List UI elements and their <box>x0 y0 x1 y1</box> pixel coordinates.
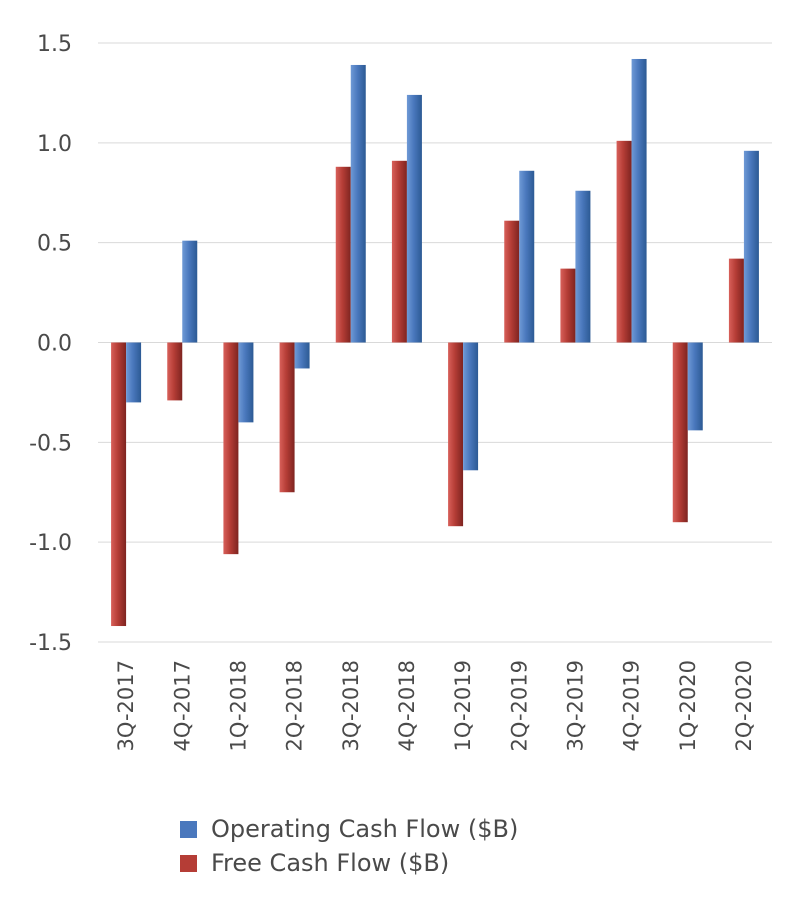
free-cash-flow-bar <box>728 258 744 343</box>
bars <box>111 58 759 627</box>
free-cash-flow-bar <box>448 342 464 527</box>
y-tick-label: -1.0 <box>29 531 72 556</box>
operating-cash-flow-bar <box>575 190 591 343</box>
y-tick-label: 1.0 <box>37 132 72 157</box>
x-axis-labels: 3Q-2017 4Q-2017 1Q-2018 2Q-2018 3Q-2018 4Q-20… <box>114 660 756 752</box>
operating-cash-flow-bar <box>519 170 535 343</box>
x-tick-label: 1Q-2019 <box>451 660 475 752</box>
free-cash-flow-bar <box>504 220 520 343</box>
free-cash-flow-bar <box>391 160 407 343</box>
x-tick-label: 4Q-2018 <box>395 660 419 752</box>
free-cash-flow-bar <box>335 166 351 343</box>
x-tick-label: 3Q-2017 <box>114 660 138 752</box>
y-tick-label: -1.5 <box>29 631 72 656</box>
legend-swatch-free <box>180 854 197 872</box>
free-cash-flow-bar <box>167 342 183 401</box>
operating-cash-flow-bar <box>687 342 703 431</box>
operating-cash-flow-bar <box>743 150 759 343</box>
free-cash-flow-bar <box>279 342 295 493</box>
legend-swatch-operating <box>180 820 197 838</box>
free-cash-flow-bar <box>672 342 688 523</box>
y-tick-label: 0.5 <box>37 232 72 257</box>
legend-item-operating-cash-flow: Operating Cash Flow ($B) <box>180 812 518 846</box>
y-axis-ticks: 1.5 1.0 0.5 0.0 -0.5 -1.0 -1.5 <box>29 32 72 656</box>
operating-cash-flow-bar <box>182 240 198 343</box>
free-cash-flow-bar <box>616 140 632 343</box>
x-tick-label: 2Q-2019 <box>507 660 531 752</box>
x-tick-label: 3Q-2018 <box>339 660 363 752</box>
operating-cash-flow-bar <box>350 64 366 343</box>
legend: Operating Cash Flow ($B) Free Cash Flow … <box>180 812 518 880</box>
operating-cash-flow-bar <box>294 342 310 369</box>
x-tick-label: 2Q-2018 <box>283 660 307 752</box>
legend-label-free: Free Cash Flow ($B) <box>211 849 450 877</box>
free-cash-flow-bar <box>223 342 239 555</box>
legend-label-operating: Operating Cash Flow ($B) <box>211 815 519 843</box>
operating-cash-flow-bar <box>463 342 479 471</box>
free-cash-flow-bar <box>560 268 576 343</box>
grid-lines <box>98 42 772 643</box>
free-cash-flow-bar <box>111 342 127 627</box>
y-tick-label: 1.5 <box>37 32 72 57</box>
operating-cash-flow-bar <box>631 58 647 343</box>
x-tick-label: 1Q-2018 <box>226 660 250 752</box>
x-tick-label: 2Q-2020 <box>732 660 756 752</box>
y-tick-label: 0.0 <box>37 332 72 357</box>
legend-item-free-cash-flow: Free Cash Flow ($B) <box>180 846 518 880</box>
x-tick-label: 4Q-2017 <box>170 660 194 752</box>
operating-cash-flow-bar <box>126 342 142 403</box>
y-tick-label: -0.5 <box>29 431 72 456</box>
x-tick-label: 3Q-2019 <box>563 660 587 752</box>
x-tick-label: 4Q-2019 <box>620 660 644 752</box>
x-tick-label: 1Q-2020 <box>676 660 700 752</box>
operating-cash-flow-bar <box>238 342 254 423</box>
cash-flow-chart: 1.5 1.0 0.5 0.0 -0.5 -1.0 -1.5 3Q-2017 4Q-2017 1… <box>29 32 772 752</box>
operating-cash-flow-bar <box>406 94 422 343</box>
